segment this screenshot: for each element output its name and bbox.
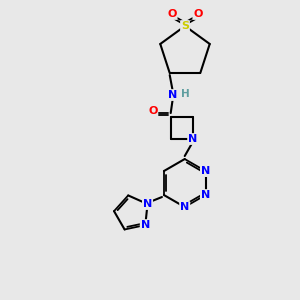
Text: N: N <box>188 134 197 144</box>
Text: N: N <box>168 90 177 100</box>
Text: N: N <box>201 166 210 176</box>
Text: N: N <box>201 166 210 176</box>
Text: O: O <box>148 106 158 116</box>
Text: H: H <box>181 89 190 99</box>
Text: N: N <box>143 199 152 209</box>
Text: O: O <box>167 9 177 19</box>
Text: O: O <box>193 9 203 19</box>
Text: N: N <box>180 202 189 212</box>
Text: N: N <box>141 220 150 230</box>
Text: N: N <box>201 190 210 200</box>
Text: S: S <box>181 21 189 31</box>
